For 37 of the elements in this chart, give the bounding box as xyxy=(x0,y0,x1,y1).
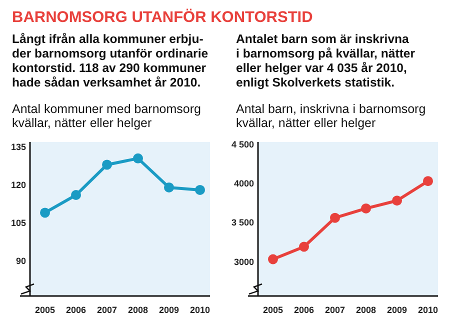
point xyxy=(392,196,402,206)
x-tick-label: 2006 xyxy=(66,305,86,315)
x-tick-label: 2009 xyxy=(386,305,408,315)
chart-subtitle: Långt ifrån alla kommuner erbju- der barnomsorg utanför ordinarie kontorstid. 118 av 290 kommuner hade sådan verksamhet år 2010. xyxy=(12,32,208,90)
chart-subtitle: Antalet barn som är inskrivna i barnomsorg på kvällar, nätter eller helger var 4 035 år 2010, enligt Skolverkets statistik. xyxy=(236,32,416,90)
x-tick-label: 2008 xyxy=(128,305,148,315)
x-tick-label: 2007 xyxy=(96,305,118,315)
x-tick-label: 2008 xyxy=(356,305,376,315)
x-tick-label: 2006 xyxy=(294,305,314,315)
point xyxy=(195,184,205,195)
x-tick-label: 2010 xyxy=(418,305,438,315)
y-tick-label: 105 xyxy=(10,218,26,228)
point xyxy=(330,212,340,223)
y-tick-label: 3 500 xyxy=(231,218,254,228)
x-tick-label: 2007 xyxy=(324,305,346,315)
point xyxy=(40,208,50,218)
y-tick-label: 135 xyxy=(10,142,26,152)
y-tick-label: 4000 xyxy=(234,178,254,189)
point xyxy=(268,254,278,264)
chart-title: BARNOMSORG UTANFÖR KONTORSTID xyxy=(12,8,313,26)
x-tick-label: 2010 xyxy=(190,305,210,315)
y-axis-title: Antal kommuner med barnomsorg kvällar, nätter eller helger xyxy=(12,102,202,130)
x-tick-label: 2005 xyxy=(34,305,56,315)
point xyxy=(102,160,112,170)
point xyxy=(299,242,309,252)
y-tick-label: 3000 xyxy=(234,256,254,267)
y-tick-label: 90 xyxy=(16,256,26,266)
point xyxy=(423,176,433,186)
point xyxy=(361,203,371,214)
x-tick-label: 2009 xyxy=(158,305,180,315)
x-tick-label: 2005 xyxy=(262,305,284,315)
y-tick-label: 4 500 xyxy=(231,139,254,150)
point xyxy=(164,182,174,192)
y-tick-label: 120 xyxy=(10,180,26,190)
point xyxy=(71,190,81,200)
y-axis-title: Antal barn, inskrivna i barnomsorg kvällar, nätter eller helger xyxy=(236,102,426,130)
point xyxy=(133,153,143,164)
